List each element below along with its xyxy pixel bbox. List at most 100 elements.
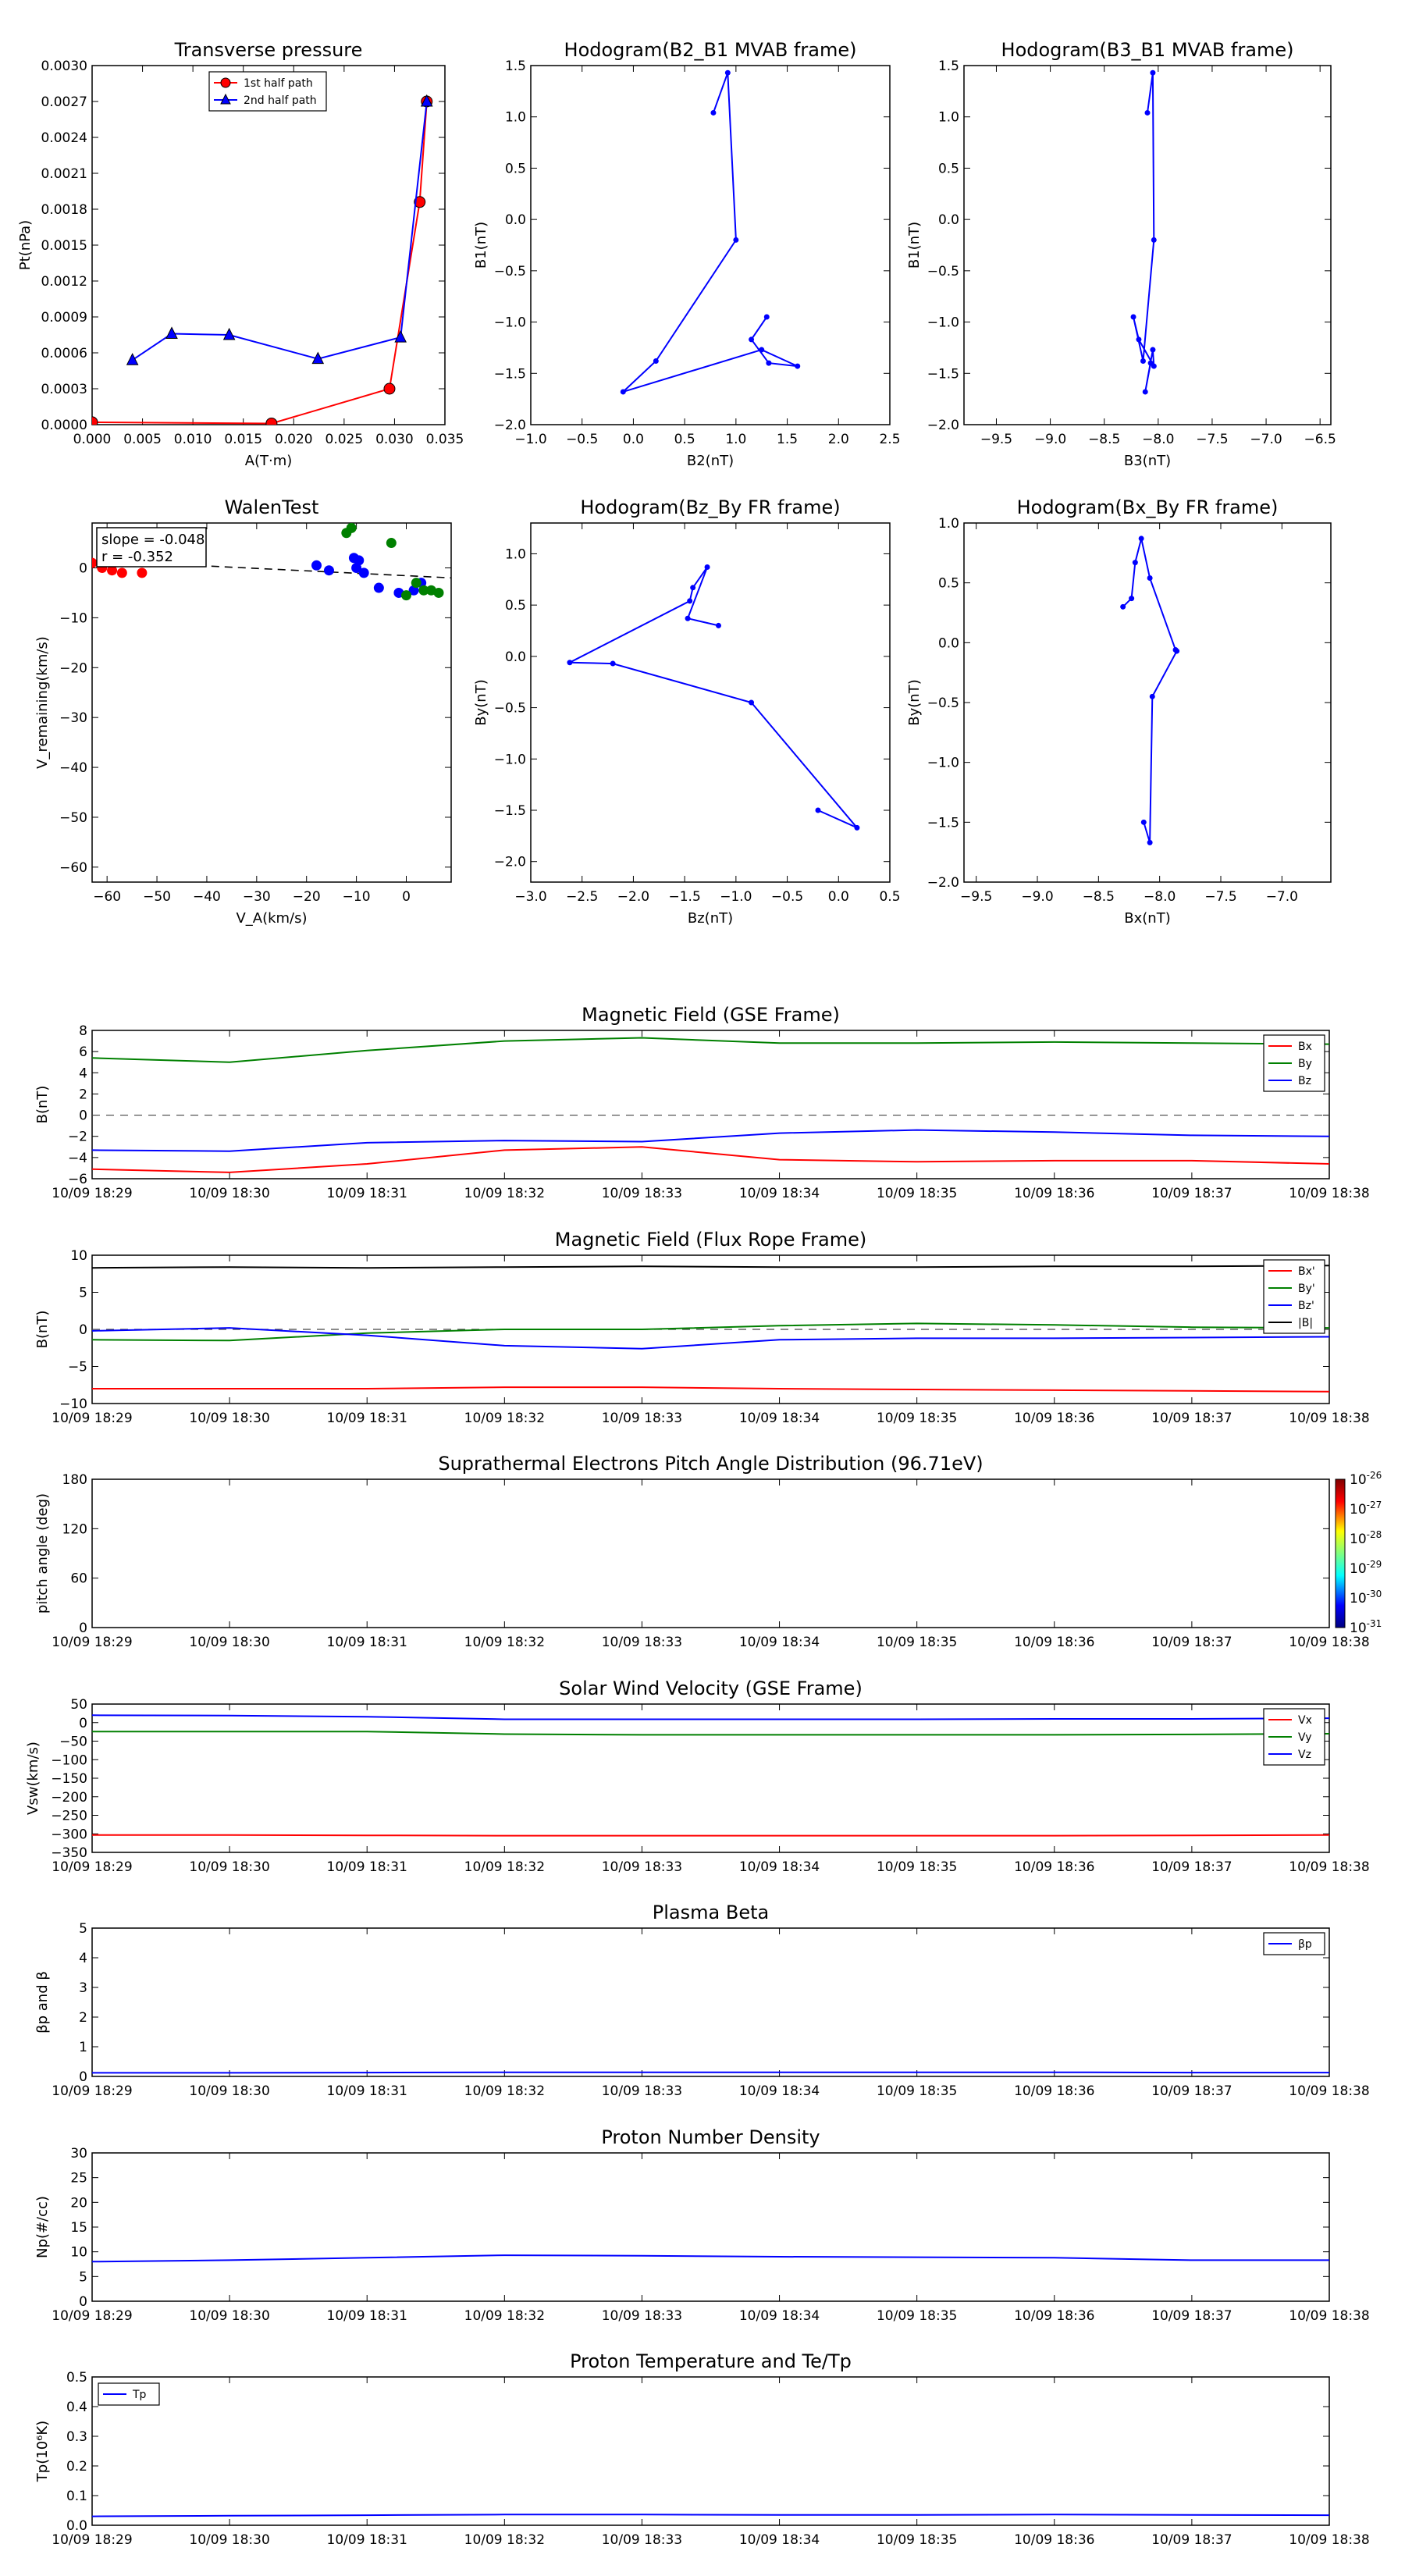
x-tick-label: 10/09 18:29 [52,1635,132,1650]
series-line [92,1834,1329,1837]
x-tick-label: 10/09 18:35 [877,2308,957,2324]
plot-area [92,1037,1329,1173]
annotation-text: slope = -0.048 [101,532,205,548]
x-tick-label: 10/09 18:29 [52,1186,132,1201]
y-tick-label: 0.0003 [41,382,87,397]
chart-title: Hodogram(B2_B1 MVAB frame) [564,39,857,61]
data-point [724,69,731,76]
y-tick-label: 0.2 [66,2459,87,2475]
x-tick-label: −3.0 [514,889,546,905]
y-tick-label: 1.0 [938,516,959,532]
x-tick-label: 10/09 18:36 [1014,1186,1094,1201]
x-tick-label: 10/09 18:36 [1014,1411,1094,1426]
y-axis-label: Np(#/cc) [34,2196,51,2258]
plot-frame [530,522,891,883]
x-tick-label: 10/09 18:37 [1151,1186,1232,1201]
y-tick-label: 0 [79,2294,87,2310]
x-tick-label: −8.0 [1144,889,1176,905]
colorbar-base: 10 [1350,1591,1367,1606]
x-tick-label: 0.0 [828,889,849,905]
x-tick-label: 10/09 18:35 [877,2532,957,2548]
y-tick-label: 0.0027 [41,94,87,110]
colorbar-label: 10-26 [1350,1470,1382,1488]
x-tick-label: 10/09 18:38 [1289,1859,1369,1875]
y-tick-label: −10 [59,610,87,626]
colorbar-label: 10-30 [1350,1589,1382,1606]
data-point [653,358,659,365]
x-tick-label: 10/09 18:37 [1151,1635,1232,1650]
x-tick-label: 10/09 18:38 [1289,1411,1369,1426]
legend-label: Vz [1298,1749,1311,1761]
y-tick-label: −350 [51,1845,87,1861]
legend-box [1263,1259,1325,1334]
series-line [569,566,858,829]
x-tick-label: 2.0 [828,432,849,447]
y-tick-label: 0.0015 [41,238,87,254]
y-tick-label: −2.0 [494,855,526,870]
y-tick-label: 5 [79,2269,87,2285]
x-tick-label: 10/09 18:30 [189,2308,269,2324]
y-tick-label: 0.5 [938,576,959,592]
x-tick-label: 0.000 [73,432,112,447]
chart-walen: WalenTest −60 −50 −40 −30 −20 −10 0 −60 −50 −40 −30… [34,496,452,927]
plot-area [92,2254,1329,2263]
y-tick-label: 0 [79,1108,87,1124]
x-tick-label: 0.5 [879,889,900,905]
y-axis-label: βp and β [34,1971,51,2033]
chart-title: Magnetic Field (GSE Frame) [582,1004,840,1026]
chart-title: Hodogram(B3_B1 MVAB frame) [1001,39,1294,61]
x-tick-label: 10/09 18:30 [189,2532,269,2548]
legend-label: Bx [1298,1041,1312,1053]
data-point [795,363,801,369]
data-point [433,587,444,598]
legend-label: Vy [1298,1731,1312,1744]
colorbar-label: 10-31 [1350,1618,1382,1636]
x-tick-label: 10/09 18:32 [464,2532,545,2548]
chart-title: Solar Wind Velocity (GSE Frame) [559,1678,863,1699]
plot-frame [91,522,452,883]
legend-marker [220,77,231,88]
x-tick-label: 10/09 18:32 [464,2308,545,2324]
y-tick-label: 1.5 [938,59,959,74]
y-tick-label: −60 [59,860,87,876]
x-tick-label: −7.5 [1196,432,1228,447]
legend-marker [220,93,231,105]
plot-frame [91,1703,1330,1853]
colorbar-base: 10 [1350,1621,1367,1636]
legend-box [208,71,327,112]
x-tick-label: −1.0 [514,432,546,447]
y-axis-label: pitch angle (deg) [34,1493,51,1614]
data-point [759,347,765,353]
y-tick-label: 5 [79,1286,87,1301]
y-tick-label: 60 [70,1571,87,1587]
data-point [1150,347,1156,353]
chart-bfr: Magnetic Field (Flux Rope Frame) −10 −5 0 5 1… [34,1229,1370,1426]
x-tick-label: 10/09 18:37 [1151,2532,1232,2548]
data-point [92,557,98,568]
chart-title: Proton Temperature and Te/Tp [570,2350,852,2372]
series-line [92,2254,1329,2263]
y-tick-label: 0 [79,1322,87,1338]
data-point [687,598,693,604]
data-point [766,360,772,366]
x-tick-label: 10/09 18:36 [1014,2083,1094,2099]
x-tick-label: 10/09 18:35 [877,1411,957,1426]
data-point [815,807,821,813]
y-tick-label: 25 [70,2171,87,2186]
data-point [749,336,755,343]
data-point [1120,603,1126,610]
y-tick-label: 4 [79,1066,87,1081]
y-tick-label: −2.0 [927,418,959,433]
data-point [710,109,717,116]
colorbar-exponent: -29 [1367,1559,1382,1570]
y-tick-label: 1.0 [938,110,959,126]
y-tick-label: −50 [59,1735,87,1750]
data-point [733,237,739,243]
colorbar-exponent: -31 [1367,1618,1382,1629]
x-tick-label: 10/09 18:33 [602,1635,682,1650]
data-point [1150,69,1156,76]
x-tick-label: −10 [343,889,371,905]
x-tick-label: −9.0 [1034,432,1066,447]
plot-frame [91,1030,1330,1179]
x-tick-label: −0.5 [771,889,803,905]
